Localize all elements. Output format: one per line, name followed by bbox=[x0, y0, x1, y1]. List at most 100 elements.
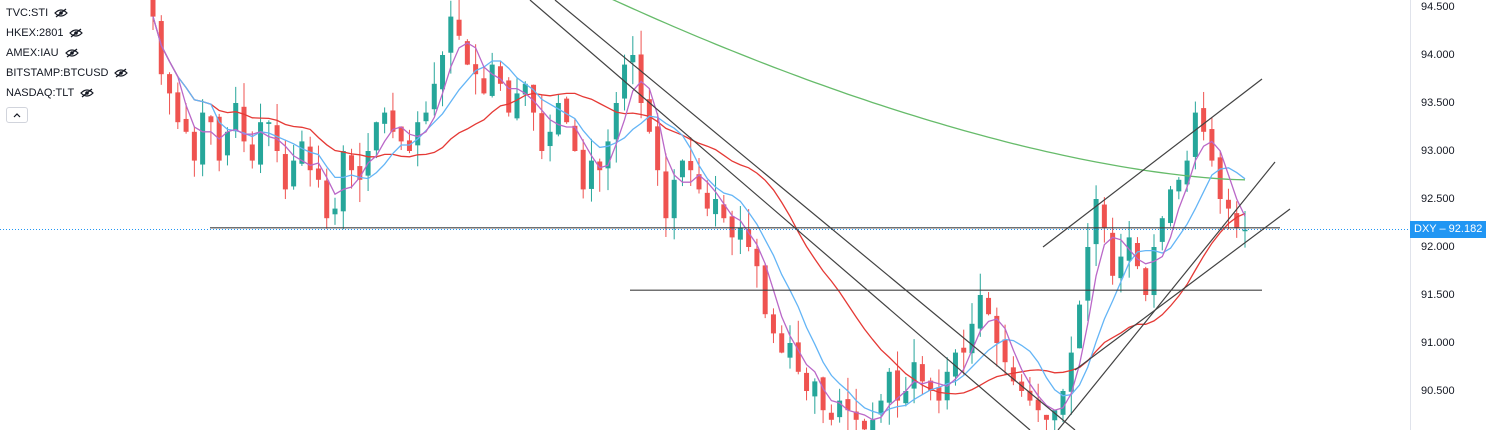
price-axis[interactable]: 94.500 94.000 93.500 93.000 92.500 92.000 91.5… bbox=[1410, 0, 1500, 430]
candle-body bbox=[258, 122, 264, 165]
candle-body bbox=[613, 103, 619, 140]
candle-body bbox=[200, 112, 206, 165]
eye-off-icon[interactable] bbox=[114, 68, 129, 78]
candle-body bbox=[853, 411, 859, 420]
candle-body bbox=[770, 314, 776, 334]
last-price-badge: DXY – 92.182 bbox=[1410, 221, 1486, 238]
candle-body bbox=[241, 106, 247, 142]
legend-label: AMEX:IAU bbox=[6, 47, 59, 59]
candle-body bbox=[183, 118, 189, 132]
legend-row-tlt[interactable]: NASDAQ:TLT bbox=[6, 83, 128, 103]
candle-body bbox=[886, 371, 892, 403]
candle-body bbox=[1101, 204, 1107, 228]
downtrend-line bbox=[554, 0, 1076, 430]
eye-off-icon[interactable] bbox=[80, 88, 95, 98]
candle-body bbox=[812, 381, 818, 397]
candle-body bbox=[580, 149, 586, 190]
candle-body bbox=[878, 400, 884, 415]
candle-body bbox=[994, 315, 1000, 343]
chart-area[interactable]: TVC:STI HKEX:2801 AMEX:IAU BITSTAMP:BTCU… bbox=[0, 0, 1410, 430]
candle-body bbox=[473, 64, 479, 75]
moving-average-line bbox=[152, 16, 1246, 415]
collapse-legend-button[interactable] bbox=[6, 107, 28, 123]
candle-body bbox=[1192, 112, 1198, 157]
moving-averages-group bbox=[152, 0, 1246, 421]
candle-body bbox=[804, 372, 810, 391]
candle-body bbox=[514, 93, 520, 119]
candle-body bbox=[266, 122, 272, 124]
candle-body bbox=[911, 362, 917, 389]
candle-body bbox=[522, 83, 528, 95]
legend-row-2801[interactable]: HKEX:2801 bbox=[6, 23, 128, 43]
candle-body bbox=[837, 400, 843, 418]
candle-body bbox=[663, 171, 669, 219]
legend-row-btcusd[interactable]: BITSTAMP:BTCUSD bbox=[6, 63, 129, 83]
uptrend-channel-bottom bbox=[1074, 208, 1291, 371]
candle-body bbox=[167, 74, 173, 94]
y-tick-label: 93.000 bbox=[1421, 145, 1455, 157]
legend-label: TVC:STI bbox=[6, 7, 49, 19]
y-tick-label: 90.500 bbox=[1421, 385, 1455, 397]
candle-body bbox=[1234, 213, 1240, 228]
eye-off-icon[interactable] bbox=[69, 28, 84, 38]
y-tick-label: 93.500 bbox=[1421, 97, 1455, 109]
candle-body bbox=[349, 155, 355, 171]
candle-body bbox=[655, 126, 661, 171]
downtrend-line bbox=[529, 0, 1031, 430]
candle-body bbox=[1027, 390, 1033, 401]
y-tick-label: 91.000 bbox=[1421, 337, 1455, 349]
y-tick-label: 92.000 bbox=[1421, 241, 1455, 253]
candle-body bbox=[936, 387, 942, 401]
candle-body bbox=[1077, 304, 1083, 349]
candle-body bbox=[357, 166, 363, 180]
candle-body bbox=[448, 16, 454, 53]
candle-body bbox=[307, 146, 313, 171]
candle-body bbox=[746, 229, 752, 247]
candle-body bbox=[406, 140, 412, 151]
eye-off-icon[interactable] bbox=[64, 48, 79, 58]
candle-body bbox=[390, 110, 396, 132]
candle-body bbox=[497, 66, 503, 84]
legend-row-sti[interactable]: TVC:STI bbox=[6, 3, 128, 23]
candle-body bbox=[547, 131, 553, 147]
candle-body bbox=[630, 55, 636, 63]
candle-body bbox=[737, 227, 743, 240]
candle-body bbox=[696, 174, 702, 190]
legend-label: NASDAQ:TLT bbox=[6, 87, 75, 99]
candle-body bbox=[1060, 391, 1066, 415]
y-tick-label: 92.500 bbox=[1421, 193, 1455, 205]
candle-body bbox=[431, 83, 437, 110]
candle-body bbox=[1110, 232, 1116, 276]
candle-body bbox=[382, 112, 388, 124]
moving-average-line bbox=[612, 0, 1246, 181]
candle-body bbox=[605, 141, 611, 169]
candle-body bbox=[1052, 410, 1058, 421]
candle-body bbox=[1159, 218, 1165, 242]
candle-body bbox=[754, 248, 760, 267]
candle-body bbox=[555, 103, 561, 135]
candle-body bbox=[1043, 414, 1049, 420]
candle-body bbox=[588, 160, 594, 189]
candle-body bbox=[1093, 199, 1099, 245]
candle-body bbox=[415, 122, 421, 146]
candle-body bbox=[597, 161, 603, 171]
candle-body bbox=[969, 323, 975, 354]
candle-body bbox=[928, 380, 934, 391]
candle-body bbox=[787, 343, 793, 358]
candle-body bbox=[861, 420, 867, 430]
price-chart[interactable] bbox=[0, 0, 1410, 430]
candle-body bbox=[895, 370, 901, 401]
candle-body bbox=[489, 64, 495, 96]
candle-body bbox=[845, 399, 851, 411]
moving-average-line bbox=[152, 16, 1246, 421]
y-tick-label: 94.500 bbox=[1421, 1, 1455, 13]
last-price-symbol: DXY bbox=[1414, 223, 1437, 235]
symbol-legend: TVC:STI HKEX:2801 AMEX:IAU BITSTAMP:BTCU… bbox=[6, 3, 129, 123]
eye-off-icon[interactable] bbox=[54, 8, 69, 18]
candle-body bbox=[531, 84, 537, 113]
candle-body bbox=[1085, 247, 1091, 301]
candle-body bbox=[1068, 352, 1074, 392]
legend-row-iau[interactable]: AMEX:IAU bbox=[6, 43, 128, 63]
candle-body bbox=[1168, 189, 1174, 224]
candle-body bbox=[820, 377, 826, 411]
